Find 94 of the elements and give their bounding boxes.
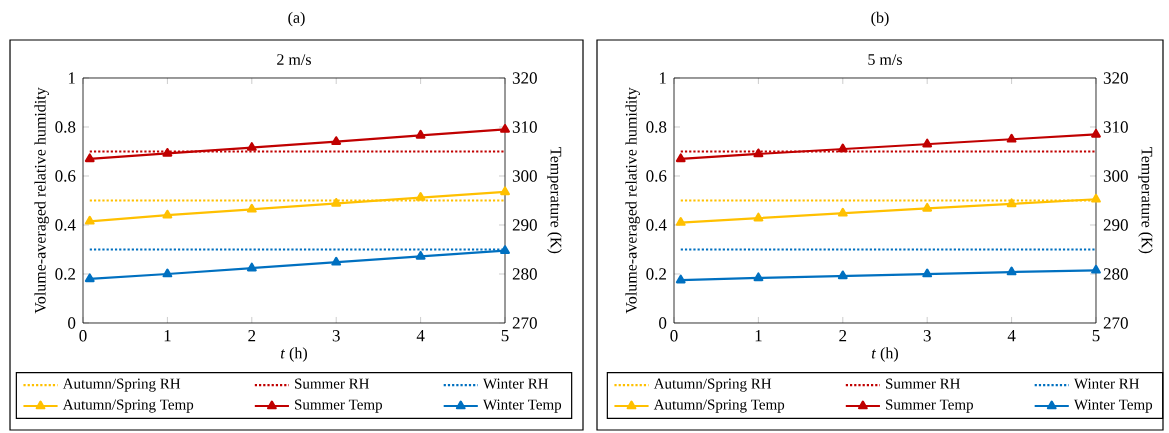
point — [1091, 193, 1101, 203]
x-axis-title: t (h) — [280, 347, 307, 362]
point — [84, 273, 95, 283]
chart-subtitle: 2 m/s — [277, 54, 311, 65]
point — [1006, 198, 1017, 208]
legend-label: Winter Temp — [482, 399, 562, 413]
y-tick-label: 0.4 — [646, 219, 667, 231]
legend-label: Winter RH — [482, 378, 549, 389]
legend-label: Winter Temp — [1073, 399, 1153, 413]
chart-subtitle: 5 m/s — [868, 54, 902, 65]
y2-tick-label: 270 — [1103, 317, 1128, 329]
y2-tick-label: 300 — [1103, 170, 1128, 182]
y2-tick-label: 300 — [512, 170, 537, 182]
legend-label: Summer RH — [886, 378, 961, 389]
point — [331, 136, 342, 145]
x-tick-label: 4 — [416, 330, 425, 342]
x-tick-label: 3 — [332, 330, 340, 342]
y-tick-label: 0.6 — [646, 170, 667, 182]
point — [675, 217, 686, 226]
y-axis-title: Volume-averaged relative humidity — [34, 87, 49, 314]
point — [675, 274, 686, 284]
y2-tick-label: 290 — [512, 219, 537, 231]
y-axis-title: Volume-averaged relative humidity — [625, 87, 640, 314]
y2-tick-label: 310 — [512, 121, 537, 133]
y2-tick-label: 310 — [1103, 121, 1128, 133]
point — [1006, 133, 1017, 143]
point — [84, 215, 95, 225]
point — [162, 147, 173, 157]
point — [1091, 264, 1101, 274]
chart-title: (a) — [288, 11, 305, 27]
point — [246, 142, 257, 151]
y2-tick-label: 320 — [512, 72, 537, 84]
legend-label: Summer Temp — [886, 399, 973, 413]
y2-axis-title: Temperature (K) — [547, 147, 562, 254]
point — [162, 209, 173, 219]
point — [500, 186, 510, 196]
point — [246, 262, 257, 272]
chart-title: (b) — [871, 11, 889, 27]
point — [331, 197, 342, 207]
x-tick-label: 5 — [1092, 330, 1100, 342]
x-tick-label: 3 — [923, 330, 931, 342]
point — [753, 272, 764, 282]
x-tick-label: 0 — [670, 330, 678, 342]
point — [500, 245, 510, 255]
y2-tick-label: 290 — [1103, 219, 1128, 231]
y2-tick-label: 320 — [1103, 72, 1128, 84]
y-tick-label: 0 — [659, 317, 667, 329]
legend-label: Autumn/Spring Temp — [62, 399, 194, 413]
point — [1006, 266, 1017, 276]
x-tick-label: 4 — [1007, 330, 1016, 342]
point — [415, 250, 426, 260]
legend-label: Summer Temp — [295, 399, 383, 413]
point — [675, 153, 686, 163]
point — [162, 268, 173, 278]
y-tick-label: 0.8 — [646, 121, 667, 133]
point — [84, 153, 95, 163]
legend-label: Autumn/Spring Temp — [653, 399, 785, 413]
legend-label: Winter RH — [1073, 378, 1140, 389]
y2-tick-label: 280 — [512, 268, 537, 280]
point — [837, 207, 848, 217]
point — [246, 203, 257, 213]
x-tick-label: 0 — [79, 330, 87, 342]
point — [753, 212, 764, 222]
y-tick-label: 0.2 — [55, 268, 76, 280]
point — [922, 268, 933, 278]
x-tick-label: 2 — [839, 330, 847, 342]
point — [922, 138, 933, 148]
x-tick-label: 1 — [755, 330, 762, 342]
y-tick-label: 0.6 — [55, 170, 76, 182]
point — [922, 202, 933, 212]
y-tick-label: 1 — [68, 72, 75, 84]
point — [500, 123, 510, 133]
x-tick-label: 1 — [164, 330, 171, 342]
y2-axis-title: Temperature (K) — [1138, 147, 1153, 254]
point — [415, 192, 426, 201]
x-axis-title: t (h) — [871, 347, 898, 362]
y-tick-label: 0.8 — [55, 121, 76, 133]
y-tick-label: 0.4 — [55, 219, 76, 231]
y-tick-label: 1 — [659, 72, 666, 84]
x-tick-label: 5 — [501, 330, 509, 342]
point — [837, 270, 848, 280]
y2-tick-label: 270 — [512, 317, 537, 329]
point — [331, 256, 342, 266]
y2-tick-label: 280 — [1103, 268, 1128, 280]
x-tick-label: 2 — [248, 330, 256, 342]
legend-label: Autumn/Spring RH — [653, 378, 772, 392]
point — [753, 148, 764, 158]
point — [415, 129, 426, 139]
y-tick-label: 0 — [68, 317, 76, 329]
point — [837, 143, 848, 153]
legend-label: Autumn/Spring RH — [62, 378, 181, 392]
point — [1091, 128, 1101, 138]
legend-label: Summer RH — [295, 378, 370, 389]
y-tick-label: 0.2 — [646, 268, 666, 280]
